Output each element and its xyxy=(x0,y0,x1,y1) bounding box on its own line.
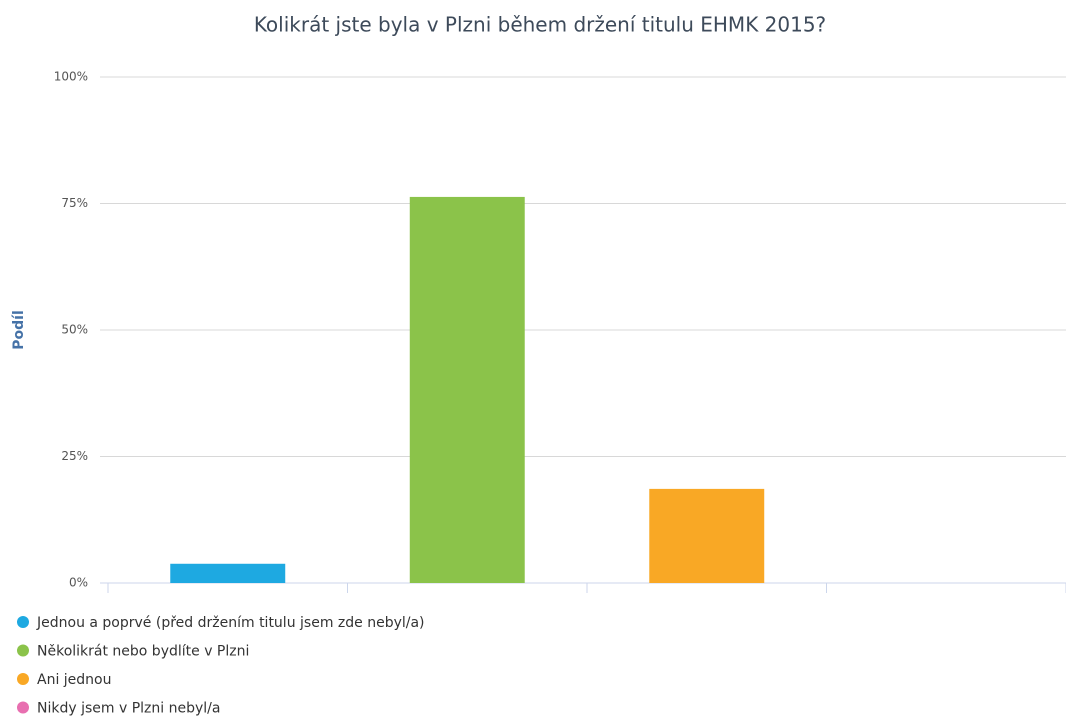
legend-marker xyxy=(17,673,29,685)
bar xyxy=(649,488,765,583)
legend-label: Několikrát nebo bydlíte v Plzni xyxy=(37,644,249,660)
legend-marker xyxy=(17,701,29,714)
y-tick-label: 100% xyxy=(54,70,88,84)
legend-label: Nikdy jsem v Plzni nebyl/a xyxy=(37,701,220,717)
legend-label: Jednou a poprvé (před držením titulu jse… xyxy=(36,615,425,631)
legend-label: Ani jednou xyxy=(37,672,112,688)
y-tick-label: 0% xyxy=(69,576,88,590)
bar xyxy=(170,563,286,583)
y-tick-label: 25% xyxy=(61,449,88,463)
legend-marker xyxy=(17,616,29,628)
y-tick-label: 75% xyxy=(61,196,88,210)
y-axis-label: Podíl xyxy=(11,310,27,350)
chart-title: Kolikrát jste byla v Plzni během držení … xyxy=(254,13,826,37)
bar xyxy=(409,196,525,583)
legend-marker xyxy=(17,644,29,657)
y-tick-label: 50% xyxy=(61,323,88,337)
